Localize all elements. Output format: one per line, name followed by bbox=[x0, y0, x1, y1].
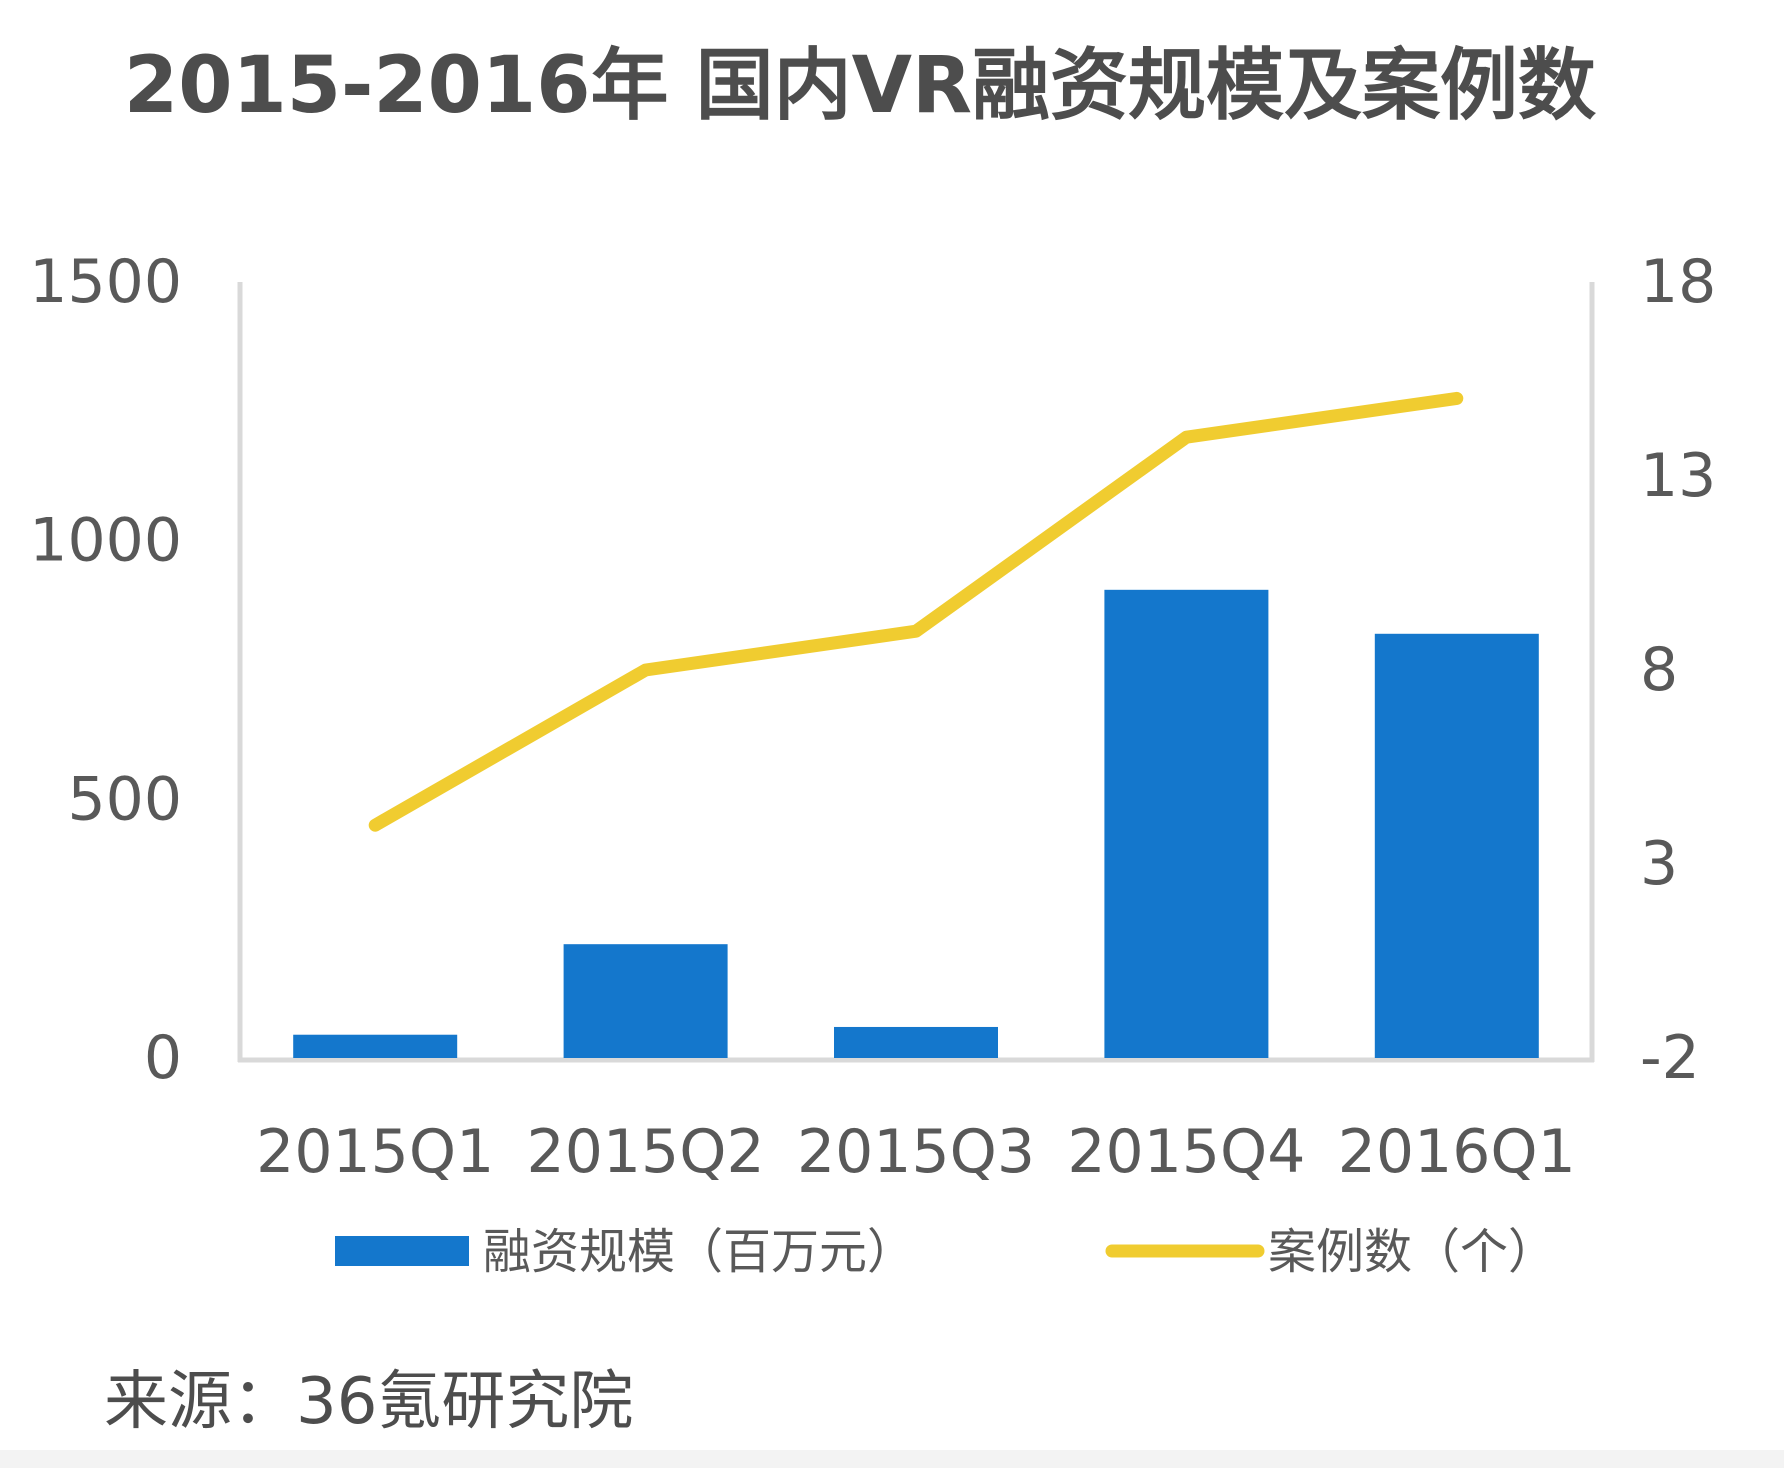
x-axis-ticks: 2015Q1 2015Q2 2015Q3 2015Q4 2016Q1 bbox=[256, 1117, 1576, 1187]
left-tick-label: 1000 bbox=[29, 506, 182, 576]
bar-2015Q2 bbox=[563, 944, 728, 1058]
x-tick-label: 2015Q2 bbox=[527, 1117, 765, 1187]
left-tick-label: 500 bbox=[67, 764, 182, 834]
line-layer bbox=[368, 391, 1464, 832]
x-tick-label: 2015Q3 bbox=[797, 1117, 1035, 1187]
legend-swatch-bar bbox=[335, 1236, 469, 1266]
legend: 融资规模（百万元） 案例数（个） bbox=[335, 1224, 1556, 1280]
right-tick-label: -2 bbox=[1640, 1023, 1700, 1093]
bar-2016Q1 bbox=[1374, 633, 1539, 1058]
left-tick-label: 1500 bbox=[29, 247, 182, 317]
right-axis-ticks: -2 3 8 13 18 bbox=[1640, 247, 1716, 1093]
legend-label-line: 案例数（个） bbox=[1268, 1224, 1556, 1280]
right-tick-label: 3 bbox=[1640, 829, 1678, 899]
right-tick-label: 18 bbox=[1640, 247, 1716, 317]
chart-title: 2015-2016年 国内VR融资规模及案例数 bbox=[124, 41, 1596, 131]
x-tick-label: 2015Q1 bbox=[256, 1117, 494, 1187]
x-tick-label: 2016Q1 bbox=[1338, 1117, 1576, 1187]
source-note: 来源：36氪研究院 bbox=[104, 1365, 633, 1439]
plot-axes bbox=[237, 282, 1595, 1063]
right-tick-label: 8 bbox=[1640, 635, 1678, 705]
footer-band bbox=[0, 1450, 1784, 1468]
left-axis-ticks: 0 500 1000 1500 bbox=[29, 247, 182, 1093]
legend-label-bar: 融资规模（百万元） bbox=[483, 1224, 915, 1280]
bar-2015Q1 bbox=[293, 1034, 458, 1058]
left-tick-label: 0 bbox=[144, 1023, 182, 1093]
bar-2015Q3 bbox=[834, 1026, 998, 1058]
bar-2015Q4 bbox=[1104, 589, 1269, 1058]
bars-layer bbox=[293, 589, 1539, 1058]
right-tick-label: 13 bbox=[1640, 441, 1716, 511]
x-tick-label: 2015Q4 bbox=[1067, 1117, 1305, 1187]
